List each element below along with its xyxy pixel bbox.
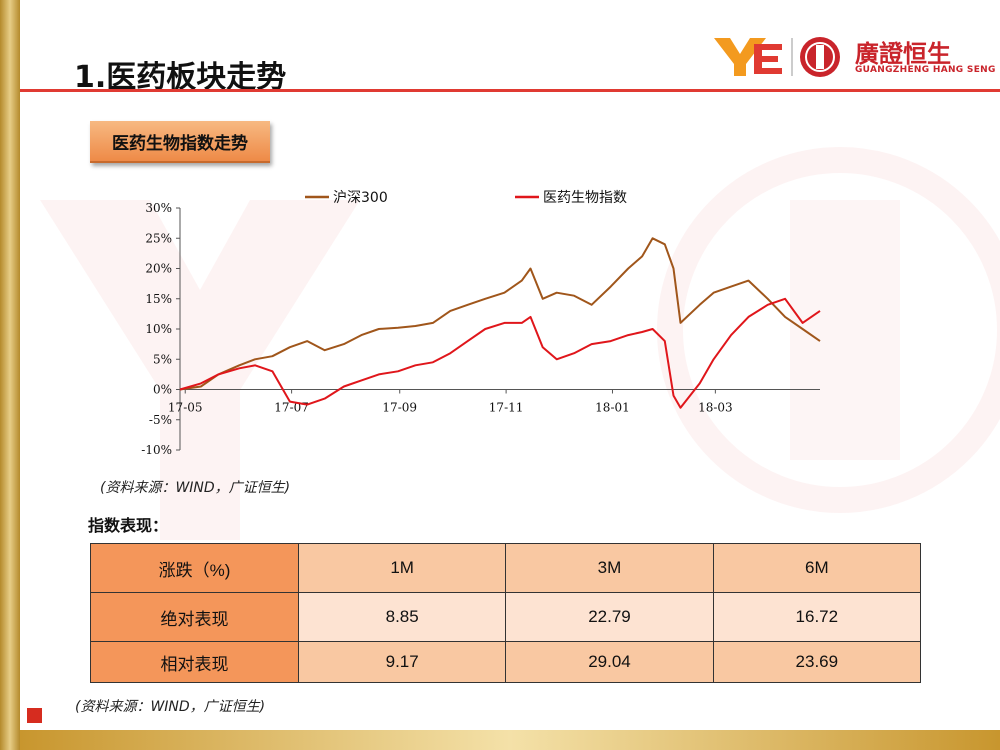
title-underline [20,89,1000,92]
table-section-label: 指数表现： [88,516,169,535]
series-line-1 [179,237,821,391]
table-row: 相对表现 9.17 29.04 23.69 [90,641,922,683]
row-label-cell: 绝对表现 [90,592,299,642]
table-cell: 8.85 [297,592,507,642]
bottom-decor-bar [20,730,1000,750]
chart-section-label: 医药生物指数走势 [90,121,270,163]
row-label-cell: 相对表现 [90,641,299,683]
y-tick-label: 25% [145,231,172,245]
y-tick-label: 20% [145,262,172,276]
y-tick-label: 5% [153,352,172,366]
table-cell: 9.17 [297,641,507,683]
y-tick-label: 10% [145,322,172,336]
y-tick-label: 30% [145,201,172,215]
chart-source-note: (资料来源：WIND，广证恒生) [100,480,291,496]
y-tick-label: 0% [153,383,172,397]
watermark-logo [40,147,1000,540]
table-source-note: (资料来源：WIND，广证恒生) [75,699,266,715]
table-cell: 23.69 [712,641,922,683]
legend-label: 医药生物指数 [543,190,627,206]
table-cell: 22.79 [505,592,714,642]
logo-text-english: GUANGZHENG HANG SENG [855,65,996,75]
company-logo [714,37,840,77]
performance-table: 涨跌（%) 1M 3M 6M 绝对表现 8.85 22.79 16.72 相对表… [90,543,922,683]
left-decor-square [27,708,42,723]
x-tick-label: 17-11 [489,401,524,415]
line-chart: 30%25%20%15%10%5%0%-5%-10%17-05 17-07 17-0… [141,190,821,457]
logo-text-chinese: 廣證恒生 [855,40,951,68]
y-tick-label: -5% [149,413,172,427]
table-cell: 29.04 [505,641,714,683]
x-tick-label: 17-05 [168,401,203,415]
y-tick-label: 15% [145,292,172,306]
legend-label: 沪深300 [333,190,388,206]
left-decor-bar [0,0,20,750]
series-line-2 [179,297,821,409]
table-header-row: 涨跌（%) 1M 3M 6M [90,543,922,593]
x-tick-label: 18-03 [698,401,733,415]
x-tick-label: 18-01 [595,401,630,415]
header-cell: 1M [297,543,507,593]
x-tick-label: 17-09 [382,401,417,415]
header-cell: 涨跌（%) [90,543,299,593]
table-cell: 16.72 [712,592,922,642]
header-cell: 3M [505,543,714,593]
y-tick-label: -10% [141,443,172,457]
header-cell: 6M [712,543,922,593]
table-row: 绝对表现 8.85 22.79 16.72 [90,592,922,642]
